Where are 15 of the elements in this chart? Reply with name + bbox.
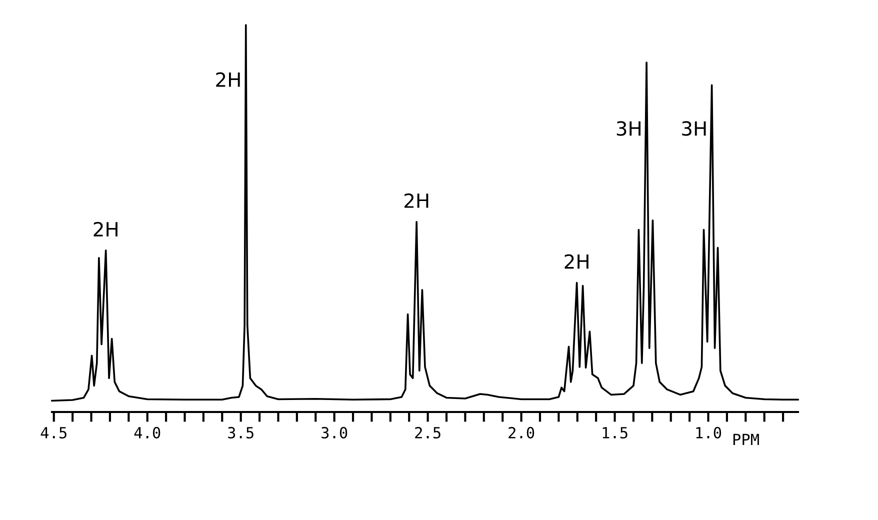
x-tick-label: 2.0 (508, 426, 534, 438)
x-tick-label: 2.5 (415, 426, 440, 438)
annotation: 2H (404, 193, 428, 208)
annotation: 2H (564, 254, 588, 269)
annotation: 2H (216, 72, 240, 87)
x-tick-label: 4.0 (134, 426, 160, 438)
x-axis-title: PPM (733, 434, 759, 445)
annotation: 3H (616, 121, 640, 136)
x-tick-label: 3.5 (228, 426, 254, 438)
annotation: 2H (94, 222, 118, 236)
x-tick-label: 3.0 (322, 426, 348, 438)
x-tick-label: 1.0 (696, 426, 722, 438)
x-tick-label: 1.5 (602, 427, 628, 438)
annotation: 3H (682, 121, 706, 136)
x-tick-label: 4.5 (40, 427, 66, 438)
